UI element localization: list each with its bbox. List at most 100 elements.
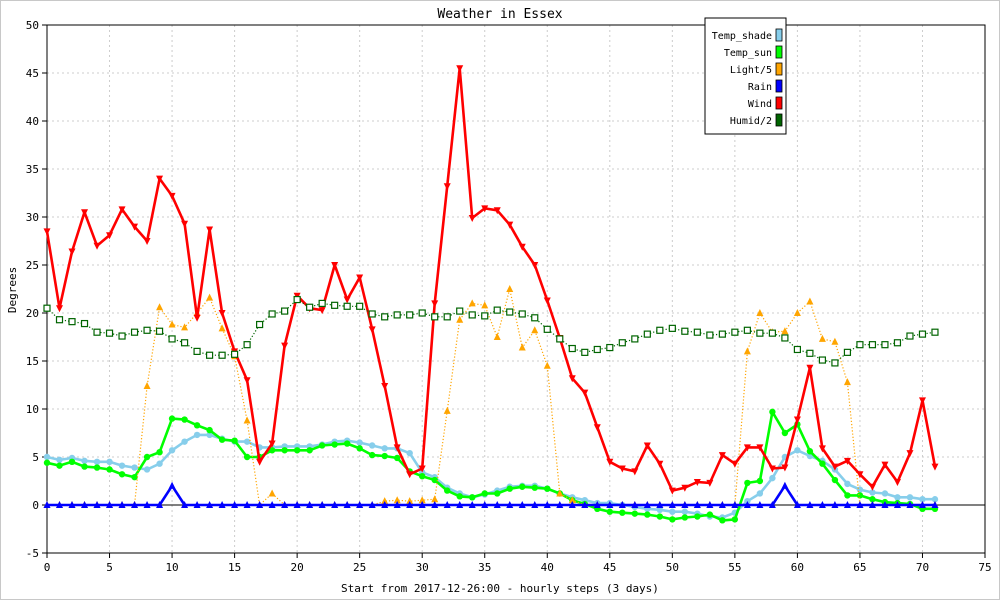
series-line (47, 484, 935, 507)
data-point (306, 303, 314, 311)
data-point (356, 501, 364, 508)
data-point (568, 375, 576, 383)
data-point (793, 501, 801, 508)
data-point (318, 299, 326, 307)
data-point (156, 175, 164, 183)
data-point (681, 484, 689, 492)
data-point (869, 496, 876, 503)
data-point (356, 302, 364, 310)
data-point (256, 501, 264, 508)
series-layer (43, 65, 939, 524)
data-point (618, 339, 626, 347)
data-point (656, 513, 664, 520)
data-point (381, 313, 389, 321)
data-point (593, 501, 601, 508)
data-point (481, 312, 489, 320)
series-humid-2 (43, 295, 939, 367)
data-point (218, 310, 226, 317)
data-point (205, 351, 214, 359)
data-point (268, 440, 276, 448)
data-point (768, 329, 776, 337)
data-point (644, 511, 651, 518)
data-point (43, 501, 51, 508)
data-point (894, 494, 901, 501)
data-point (268, 489, 276, 497)
x-tick-label: 25 (353, 561, 366, 574)
data-point (794, 447, 801, 454)
legend-swatch (775, 45, 783, 59)
data-point (343, 302, 351, 310)
data-point (731, 516, 739, 523)
data-point (68, 248, 76, 256)
data-point (443, 313, 451, 321)
data-point (556, 335, 564, 343)
data-point (143, 238, 151, 245)
data-point (93, 242, 101, 250)
y-tick-label: 15 (26, 355, 39, 368)
data-point (56, 462, 63, 469)
data-point (68, 318, 76, 326)
data-point (456, 315, 464, 323)
y-tick-label: 35 (26, 163, 39, 176)
data-point (368, 326, 376, 334)
data-point (118, 462, 126, 469)
data-point (706, 479, 714, 487)
data-point (931, 501, 939, 508)
data-point (381, 497, 389, 505)
data-point (769, 474, 776, 482)
data-point (143, 501, 151, 508)
data-point (243, 377, 251, 385)
data-point (656, 501, 664, 508)
data-point (418, 309, 426, 317)
data-point (481, 205, 489, 213)
data-point (518, 243, 526, 251)
data-point (281, 342, 289, 350)
data-point (468, 214, 476, 222)
data-point (781, 429, 789, 437)
data-point (156, 449, 163, 456)
data-point (118, 206, 126, 214)
data-point (468, 311, 476, 319)
x-tick-label: 10 (165, 561, 178, 574)
data-point (693, 501, 701, 508)
data-point (80, 319, 89, 328)
legend-label: Rain (748, 82, 772, 93)
data-point (631, 468, 639, 476)
data-point (856, 492, 864, 499)
data-point (731, 460, 739, 468)
data-point (543, 361, 551, 369)
data-point (718, 330, 726, 338)
data-point (506, 308, 514, 316)
data-point (869, 489, 876, 496)
data-point (81, 209, 89, 217)
data-point (206, 226, 214, 234)
data-point (156, 501, 164, 508)
x-tick-label: 70 (916, 561, 929, 574)
data-point (443, 183, 451, 191)
data-point (856, 501, 864, 508)
data-point (168, 415, 176, 422)
data-point (906, 501, 914, 508)
data-point (118, 501, 126, 508)
data-point (105, 329, 114, 337)
data-point (43, 228, 51, 236)
legend-swatch (775, 79, 783, 93)
data-point (168, 192, 176, 200)
data-point (368, 442, 376, 449)
data-point (469, 494, 476, 501)
data-point (518, 501, 526, 508)
data-point (856, 486, 864, 493)
data-point (506, 485, 513, 492)
data-point (156, 303, 164, 311)
data-point (118, 332, 126, 340)
data-point (443, 406, 451, 414)
data-point (506, 501, 514, 508)
data-point (806, 364, 814, 372)
data-point (818, 356, 827, 364)
data-point (818, 334, 826, 342)
data-point (618, 465, 626, 473)
data-point (831, 359, 839, 367)
data-point (231, 437, 238, 444)
data-point (519, 483, 526, 490)
data-point (668, 487, 676, 495)
